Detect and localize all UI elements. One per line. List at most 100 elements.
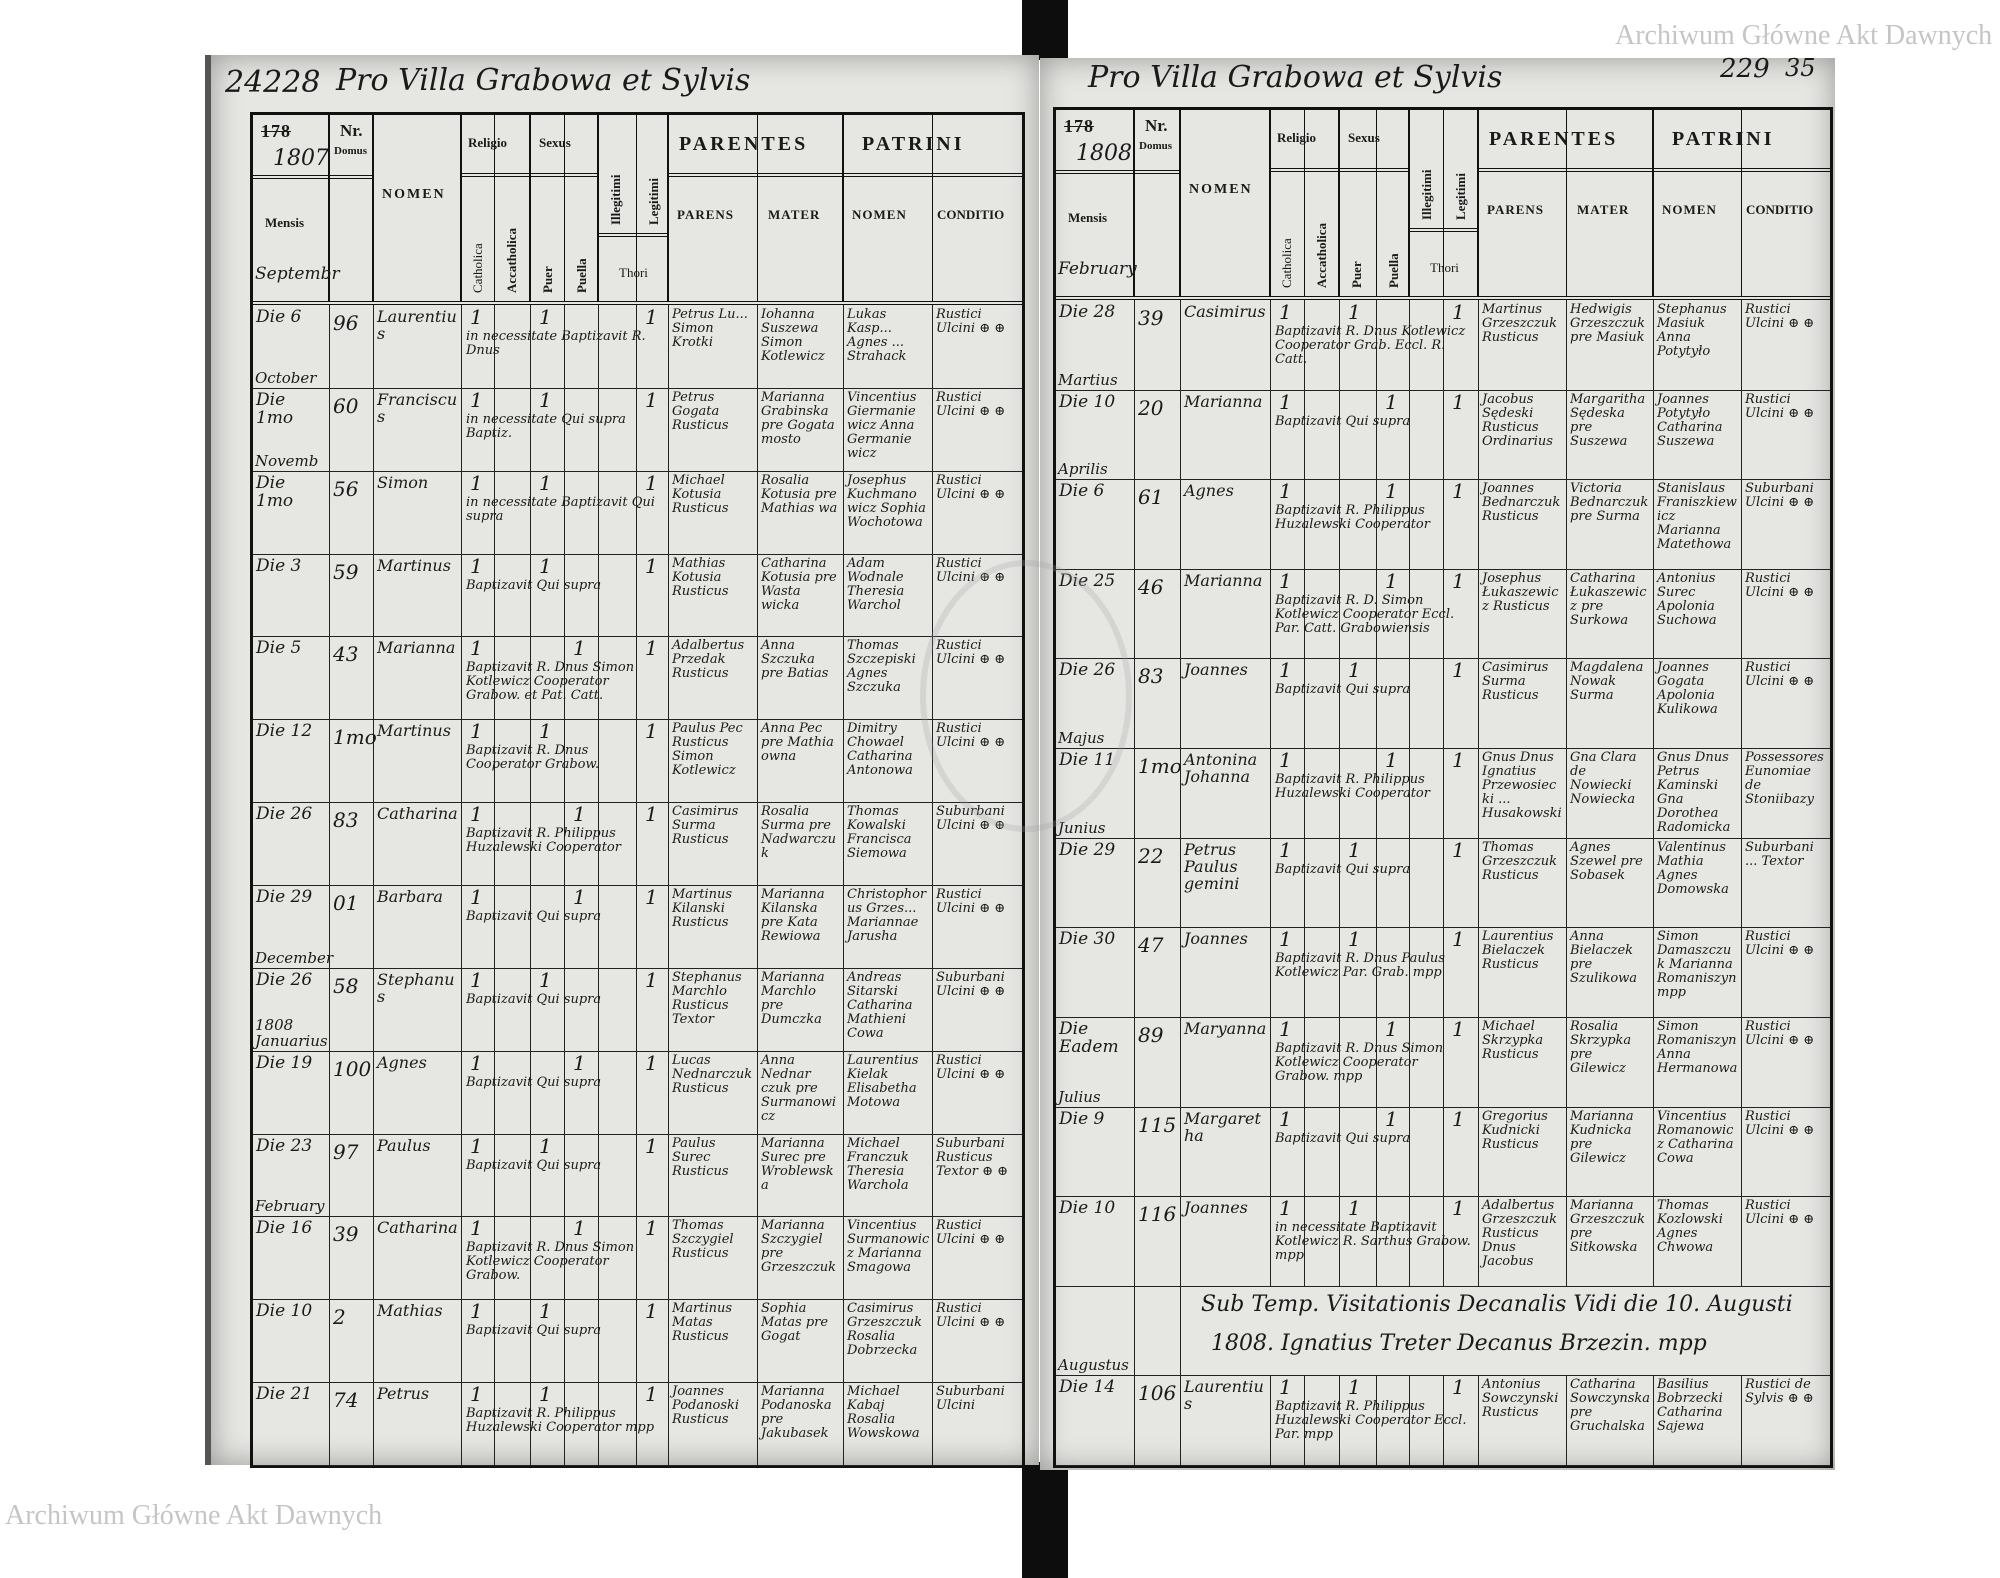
row-cell [1410,568,1444,659]
row-cell: Casimirus Surma Rusticus [1479,658,1567,749]
row-cell: 1 [565,1216,599,1300]
baptism-note: Baptizavit Qui supra [466,909,602,924]
row-cell: 39 [1135,300,1181,390]
patrinus: Laurentius Kielak Elisabetha Motowa [847,1052,919,1110]
row-cell: 1 [1271,1196,1305,1286]
house-number: 39 [1138,306,1164,330]
row-cell: Rustici Ulcini ⊕ ⊕ [933,1299,1022,1382]
row-cell: Thomas Szczepiski Agnes Szczuka [844,636,933,720]
header-nr: Nr. [1145,116,1168,135]
baptism-note: in necessitate Qui supra Baptiz. [466,411,626,441]
row-cell: 1 [1444,1196,1479,1286]
row-cell: Die 6 [1056,479,1135,569]
month-label: February [255,1197,325,1216]
row-cell: Antonius Sowczynski Rusticus [1479,1375,1567,1465]
baptism-date: Die 21 [256,1384,313,1405]
baptism-date: Die 10 [256,1301,313,1322]
mater: Gna Clara de Nowiecki Nowiecka [1570,750,1637,808]
patrinus: Michael Kabaj Rosalia Wowskowa [847,1384,920,1442]
child-name: Stephanus [377,969,455,1006]
header-religio: Religio [468,135,507,150]
puer-mark: 1 [539,1133,552,1158]
parens: Joannes Bednarczuk Rusticus [1482,481,1561,525]
catholica-mark: 1 [470,470,483,495]
conditio: Possessores Eunomiae de Stoniibazy [1745,750,1824,808]
baptism-date: Die 29 [256,887,313,907]
row-cell: 01 [330,885,374,968]
row-cell: 1 [1271,837,1305,928]
row-cell: 61 [1135,479,1181,569]
conditio: Rustici Ulcini ⊕ ⊕ [1745,1108,1815,1138]
row-cell: Adalbertus Grzeszczuk Rusticus Dnus Jaco… [1479,1196,1567,1286]
row-cell [599,1299,637,1383]
row-cell [565,1133,599,1217]
row-cell: 1 [531,1299,565,1383]
row-cell: Simon Romaniszyn Anna Hermanowa [1654,1016,1742,1107]
header-puer: Puer [1349,261,1364,288]
row-cell: 1 [462,802,495,885]
row-cell [1305,837,1340,928]
row-cell [495,1050,531,1134]
row-cell: 1 [637,967,669,1051]
child-name: Casimirus [1184,302,1266,321]
header-column-divider [330,115,374,301]
table-row: Die 26 83 Catharina 1 1 1 Casimirus Surma Rust… [253,802,1022,886]
conditio: Rustici Ulcini ⊕ ⊕ [936,389,1006,419]
mater: Rosalia Skrzypka pre Gilewicz [1570,1018,1632,1076]
row-cell: October Die 6 [253,305,330,388]
row-cell [495,802,531,885]
header-rule [599,233,669,237]
child-name: Barbara [377,887,443,906]
row-cell: Michael Franczuk Theresia Warchola [844,1133,933,1217]
header-nomen: NOMEN [382,187,446,202]
row-cell [565,470,599,554]
header-patrini: PATRINI [862,133,965,155]
row-cell [565,1299,599,1383]
table-row: Augustus Sub Temp. Visitationis Decanalis… [1056,1285,1830,1377]
row-cell: Rustici Ulcini ⊕ ⊕ [1742,1107,1830,1197]
row-cell: 1 [1444,837,1479,928]
table-row: December Die 29 01 Barbara 1 1 1 Martinus Kilan… [253,885,1022,969]
conditio: Rustici de Sylvis ⊕ ⊕ [1745,1377,1814,1407]
row-cell: Mathias [374,1299,462,1383]
row-cell: 59 [330,553,374,637]
child-name: Marianna [1184,391,1263,411]
row-cell: 1 [637,802,669,885]
row-cell: 1 [637,553,669,637]
child-name: Marianna [1184,570,1263,590]
row-cell [599,1216,637,1300]
row-cell [495,636,531,720]
conditio: Rustici Ulcini ⊕ ⊕ [1745,570,1815,600]
header-nr: Nr. [340,121,363,140]
row-cell: 1 [462,387,495,471]
register-table-right: 178 1808 Nr. Domus Mensis February NOMEN Religi… [1053,107,1833,1468]
row-cell: Hedwigis Grzeszczuk pre Masiuk [1567,300,1654,390]
catholica-mark: 1 [470,1216,483,1241]
row-cell [1410,1106,1444,1197]
table-row: Majus Die 26 83 Joannes 1 1 1 Casimirus Surma R… [1056,658,1830,750]
patrinus: Andreas Sitarski Catharina Mathieni Cowa [847,969,913,1041]
legitimi-mark: 1 [645,967,658,992]
year-written: 1807 [273,146,329,171]
puer-mark: 1 [1348,837,1361,862]
row-cell: Thomas Grzeszczuk Rusticus [1479,837,1567,928]
row-cell: 1 [637,719,669,803]
header-rule [1056,170,1181,174]
baptism-date: Die 14 [1059,1377,1116,1398]
mater: Catharina Kotusia pre Wasta wicka [761,555,837,613]
parens: Mathias Kotusia Rusticus [672,555,729,599]
house-number: 59 [333,559,359,584]
row-cell [599,719,637,803]
house-number: 115 [1138,1112,1177,1137]
header-mensis: Mensis [1068,210,1107,225]
legitimi-mark: 1 [1452,479,1465,504]
row-cell: 46 [1135,568,1181,659]
row-cell: 1 [1271,389,1305,480]
row-cell: Stanislaus Franiszkiewicz Marianna Matet… [1654,479,1742,569]
header-puer: Puer [540,266,555,293]
mater: Catharina Sowczynska pre Gruchalska [1570,1377,1651,1435]
header-thori: Thori [1430,260,1459,275]
row-cell: Martinus Grzeszczuk Rusticus [1479,300,1567,390]
parens: Thomas Grzeszczuk Rusticus [1482,839,1558,883]
legitimi-mark: 1 [1452,568,1465,593]
